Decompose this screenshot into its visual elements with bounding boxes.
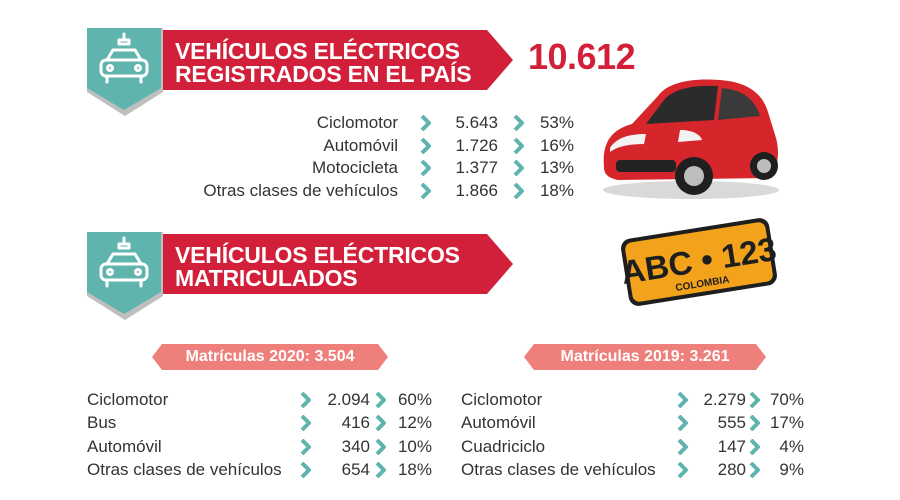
table-row: Otras clases de vehículos 280 9% — [0, 459, 900, 481]
chevron-right-icon — [375, 461, 386, 478]
chevron-right-icon — [300, 392, 311, 408]
row-percent: 53% — [539, 113, 574, 132]
electric-car-badge — [87, 28, 163, 118]
registered-title-ribbon: VEHÍCULOS ELÉCTRICOS REGISTRADOS EN EL P… — [163, 30, 513, 90]
chevron-right-icon — [677, 438, 688, 455]
chevron-right-icon — [677, 415, 688, 432]
electric-car-icon — [99, 236, 149, 288]
chevron-right-icon — [375, 438, 386, 455]
row-percent: 17% — [769, 413, 804, 433]
chevron-right-icon — [513, 115, 524, 131]
row-value: 280 — [717, 459, 746, 479]
row-value: 654 — [341, 459, 370, 479]
registered-title-line2: REGISTRADOS EN EL PAÍS — [175, 61, 472, 87]
chevron-right-icon — [749, 392, 760, 408]
table-row: Ciclomotor 2.094 60% — [0, 389, 900, 411]
row-percent: 18% — [397, 459, 432, 479]
table-row: Automóvil 555 17% — [0, 412, 900, 434]
row-value: 1.726 — [455, 135, 498, 155]
registered-total: 10.612 — [528, 36, 636, 77]
table-row: Otras clases de vehículos 654 18% — [0, 459, 900, 481]
row-value: 2.094 — [327, 390, 370, 409]
table-row: Bus 416 12% — [0, 412, 900, 434]
row-label: Bus — [87, 413, 117, 433]
table-row: Motocicleta 1.377 13% — [0, 157, 900, 179]
row-percent: 18% — [539, 180, 574, 200]
chevron-right-icon — [300, 438, 311, 455]
row-label: Cuadriciclo — [461, 436, 546, 456]
row-percent: 13% — [539, 158, 574, 177]
row-percent: 4% — [779, 436, 804, 456]
row-value: 1.866 — [455, 180, 498, 200]
row-label: Otras clases de vehículos — [203, 180, 398, 200]
chevron-right-icon — [749, 415, 760, 432]
chevron-right-icon — [375, 392, 386, 408]
row-percent: 70% — [769, 390, 804, 409]
row-label: Ciclomotor — [461, 390, 543, 409]
chevron-right-icon — [300, 415, 311, 432]
row-label: Automóvil — [323, 135, 398, 155]
row-label: Automóvil — [461, 413, 536, 433]
row-label: Ciclomotor — [316, 113, 398, 132]
chevron-right-icon — [677, 461, 688, 478]
table-row: Ciclomotor 2.279 70% — [0, 389, 900, 411]
chevron-right-icon — [420, 160, 431, 176]
electric-car-illustration — [603, 79, 779, 199]
license-plate-illustration: ABC • 123 COLOMBIA — [619, 218, 779, 306]
enrollments-2019-ribbon: Matrículas 2019: 3.261 — [524, 344, 766, 370]
row-value: 1.377 — [455, 158, 498, 177]
electric-car-icon — [99, 32, 149, 84]
chevron-right-icon — [749, 438, 760, 455]
electric-car-badge-2 — [87, 232, 163, 322]
enrollments-2020-ribbon: Matrículas 2020: 3.504 — [152, 344, 388, 370]
table-row: Otras clases de vehículos 1.866 18% — [0, 180, 900, 202]
row-percent: 9% — [779, 459, 804, 479]
row-value: 5.643 — [455, 113, 498, 132]
chevron-right-icon — [677, 392, 688, 408]
row-value: 555 — [717, 413, 746, 433]
chevron-right-icon — [513, 182, 524, 199]
row-label: Motocicleta — [312, 158, 398, 177]
row-label: Otras clases de vehículos — [87, 459, 282, 479]
chevron-right-icon — [749, 461, 760, 478]
table-row: Cuadriciclo 147 4% — [0, 436, 900, 458]
table-row: Automóvil 340 10% — [0, 436, 900, 458]
row-value: 416 — [341, 413, 370, 433]
row-value: 340 — [341, 436, 370, 456]
table-row: Automóvil 1.726 16% — [0, 135, 900, 157]
chevron-right-icon — [375, 415, 386, 432]
row-percent: 12% — [397, 413, 432, 433]
registered-title-line1: VEHÍCULOS ELÉCTRICOS — [175, 38, 460, 64]
enrolled-title-line1: VEHÍCULOS ELÉCTRICOS — [175, 242, 460, 268]
row-label: Ciclomotor — [87, 390, 169, 409]
row-label: Automóvil — [87, 436, 162, 456]
row-value: 147 — [717, 436, 746, 456]
chevron-right-icon — [420, 182, 431, 199]
table-row: Ciclomotor 5.643 53% — [0, 112, 900, 134]
chevron-right-icon — [513, 137, 524, 154]
enrolled-title-ribbon: VEHÍCULOS ELÉCTRICOS MATRICULADOS — [163, 234, 513, 294]
row-value: 2.279 — [703, 390, 746, 409]
row-percent: 60% — [397, 390, 432, 409]
enrolled-title-line2: MATRICULADOS — [175, 265, 358, 291]
row-label: Otras clases de vehículos — [461, 459, 656, 479]
chevron-right-icon — [420, 115, 431, 131]
row-percent: 16% — [539, 135, 574, 155]
chevron-right-icon — [420, 137, 431, 154]
chevron-right-icon — [513, 160, 524, 176]
chevron-right-icon — [300, 461, 311, 478]
row-percent: 10% — [397, 436, 432, 456]
